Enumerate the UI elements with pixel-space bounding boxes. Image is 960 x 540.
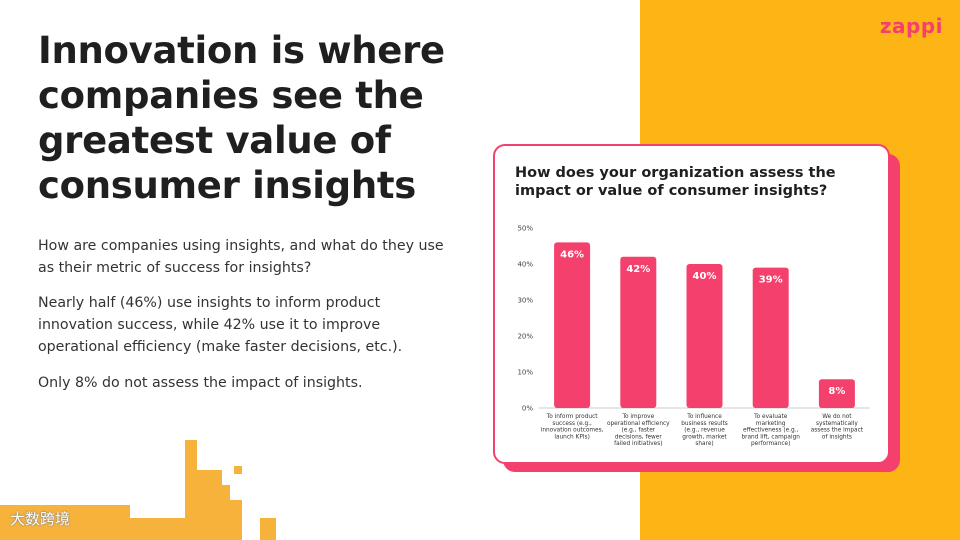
y-tick-label: 10% [517,369,533,377]
chart-title: How does your organization assess the im… [515,165,836,199]
data-label: 8% [828,386,845,397]
y-tick-label: 40% [517,261,533,269]
intro-paragraph: How are companies using insights, and wh… [38,238,444,276]
category-label: We do not systematically assess the impact… [811,414,864,440]
category-label: To improve operational efficiency (e.g., f… [607,414,670,447]
bar [554,242,591,408]
data-label: 39% [759,275,783,286]
finding-paragraph: Nearly half (46%) use insights to inform… [38,295,403,355]
y-tick-label: 20% [517,333,533,341]
watermark-logo: 大数跨境 [10,510,71,528]
category-label: To evaluate marketing effectiveness (e.g.,… [741,414,800,447]
bar [818,379,855,408]
page-title: Innovation is where companies see the gr… [38,29,445,207]
decorative-shape [260,518,276,540]
y-tick-label: 50% [517,225,533,233]
decorative-shape [228,500,242,540]
decorative-shape [0,505,130,540]
zappi-logo: zappi [879,14,943,38]
chart-card: How does your organization assess the im… [493,144,890,464]
data-label: 46% [560,249,584,260]
bar-chart: 0% 10% 20% 30% 40% 50% 46% To inform product suc… [517,225,870,447]
y-tick-label: 30% [517,297,533,305]
decorative-shape [130,518,185,540]
data-label: 40% [693,271,717,282]
data-label: 42% [626,264,650,275]
bar [752,267,789,408]
bar [686,264,723,408]
y-tick-label: 0% [522,405,533,413]
decorative-shape [212,485,230,540]
category-label: To influence business results (e.g., reven… [681,414,728,447]
summary-paragraph: Only 8% do not assess the impact of insi… [38,375,363,391]
bar [620,256,657,408]
category-label: To inform product success (e.g., innovatio… [541,414,604,440]
decorative-shape [234,466,242,474]
